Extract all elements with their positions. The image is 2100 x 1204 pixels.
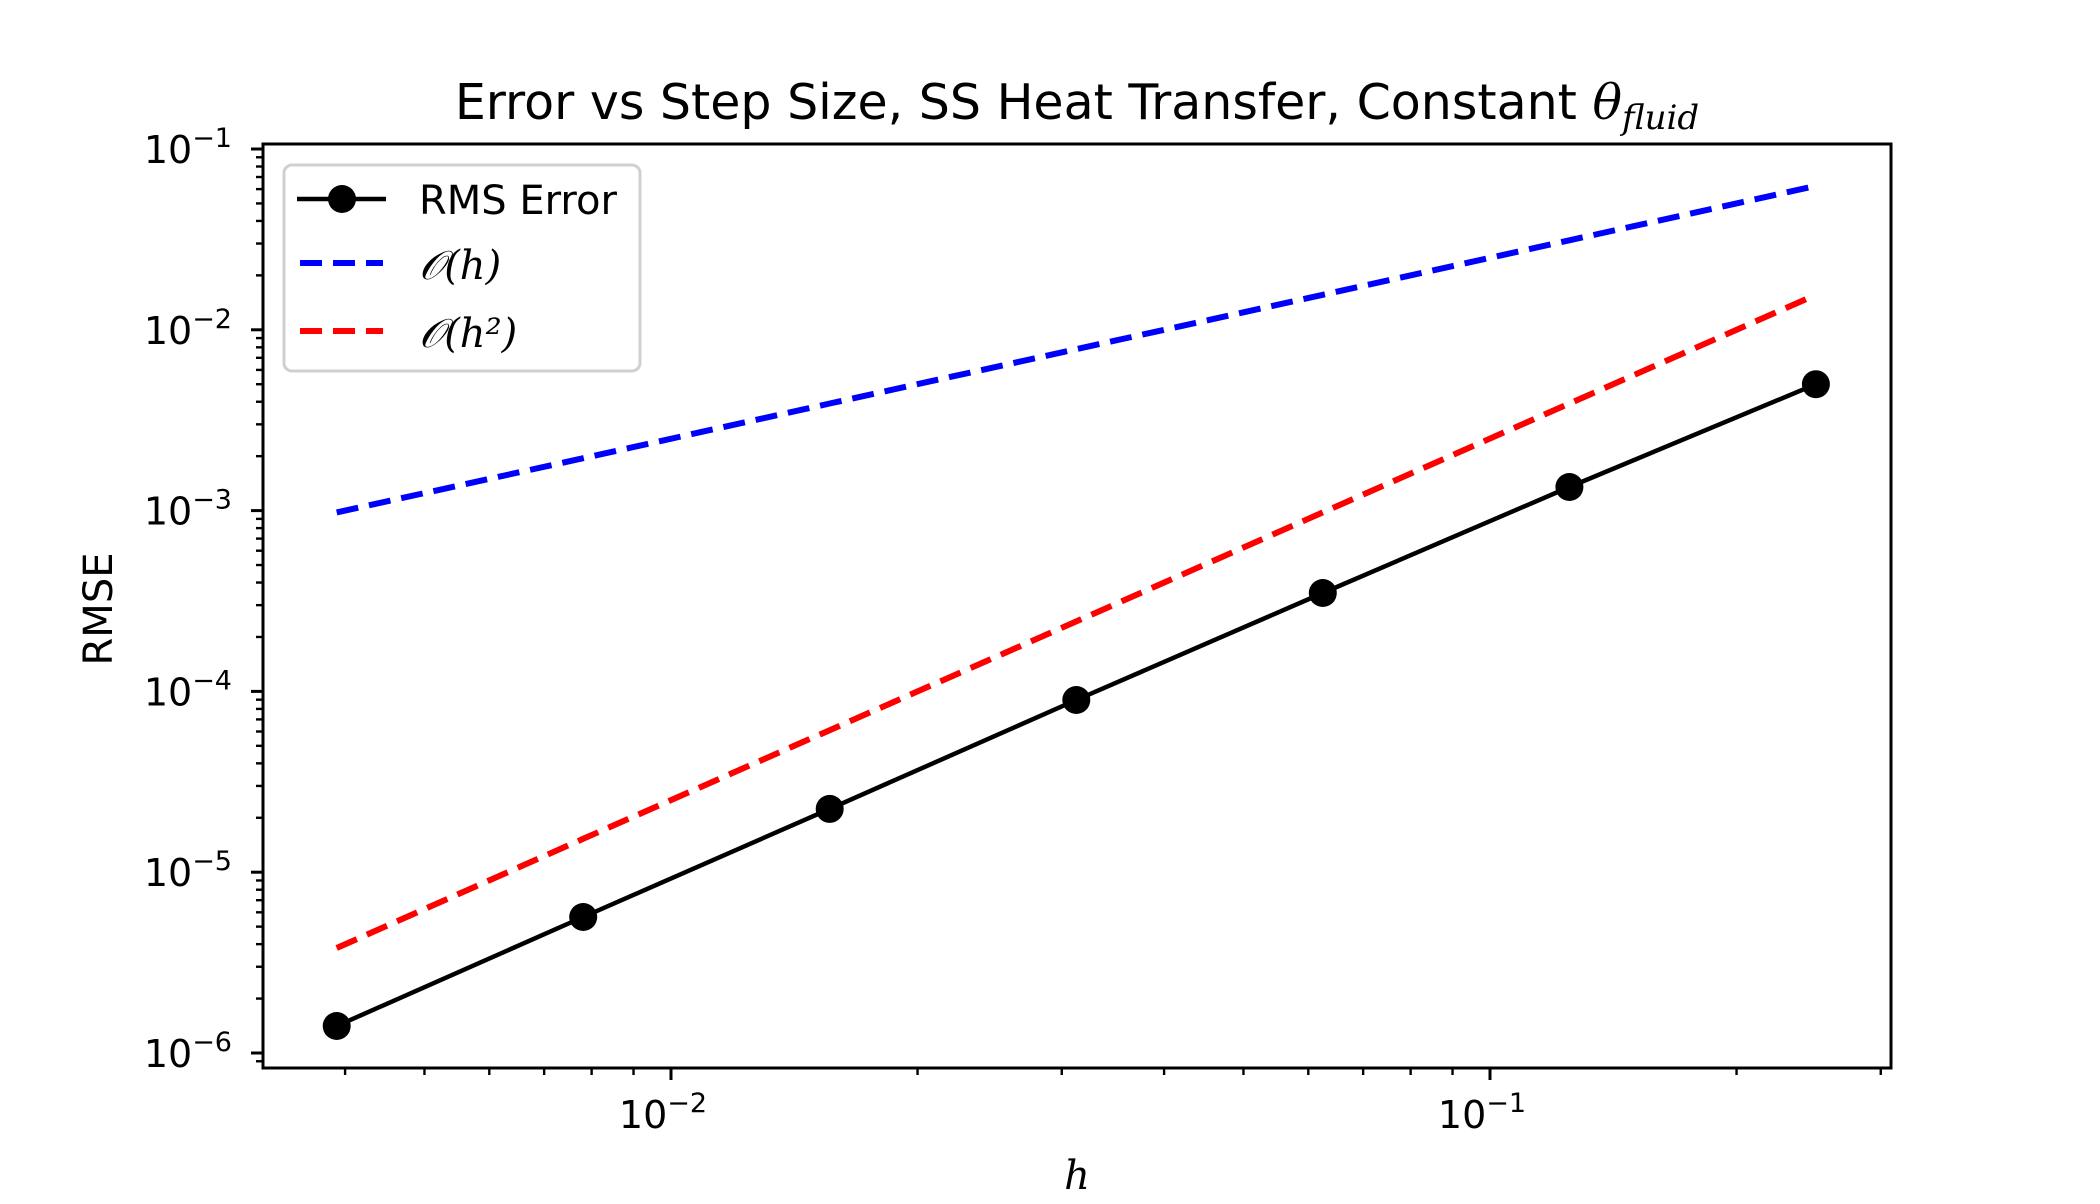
legend-box: [282, 163, 642, 373]
title-theta: θ: [1592, 74, 1622, 131]
legend: RMS Error 𝒪(h) 𝒪(h²): [282, 163, 642, 373]
y-axis-label: RMSE: [76, 553, 122, 666]
x-tick-label: 10−2: [619, 1088, 707, 1137]
legend-item-order-h: 𝒪(h): [300, 243, 501, 289]
data-point-marker: [815, 794, 844, 823]
legend-label-order-h2: 𝒪(h²): [419, 311, 517, 357]
series-o-h-2--line: [335, 292, 1818, 951]
y-tick-label: 10−2: [144, 304, 232, 353]
title-text: Error vs Step Size, SS Heat Transfer, Co…: [455, 74, 1593, 131]
legend-marker-icon: [328, 185, 356, 213]
title-subscript: fluid: [1619, 98, 1699, 138]
series-o-h--line: [336, 182, 1817, 516]
data-point-marker: [322, 1012, 351, 1040]
y-tick-label: 10−1: [144, 123, 232, 172]
x-axis-label: h: [1064, 1153, 1090, 1199]
data-point-marker: [569, 903, 598, 931]
legend-item-rms-error: RMS Error: [297, 178, 617, 224]
y-tick-label: 10−3: [144, 485, 232, 534]
legend-label-rms: RMS Error: [419, 178, 617, 224]
chart-title: Error vs Step Size, SS Heat Transfer, Co…: [455, 74, 1699, 138]
x-axis: 10−2 10−1: [343, 1068, 1882, 1137]
legend-item-order-h2: 𝒪(h²): [300, 311, 517, 357]
data-point-marker: [1308, 579, 1337, 607]
plot-area: [322, 182, 1830, 1040]
data-point-marker: [1062, 686, 1091, 714]
x-tick-label: 10−1: [1438, 1088, 1526, 1137]
data-point-marker: [1801, 370, 1830, 399]
data-point-marker: [1555, 473, 1584, 501]
y-axis: 10−1 10−2 10−3 10−4 10−5 10−6: [144, 123, 263, 1076]
legend-label-order-h: 𝒪(h): [419, 243, 501, 289]
y-tick-label: 10−6: [144, 1027, 232, 1076]
y-tick-label: 10−4: [144, 665, 232, 714]
y-tick-label: 10−5: [144, 846, 232, 895]
